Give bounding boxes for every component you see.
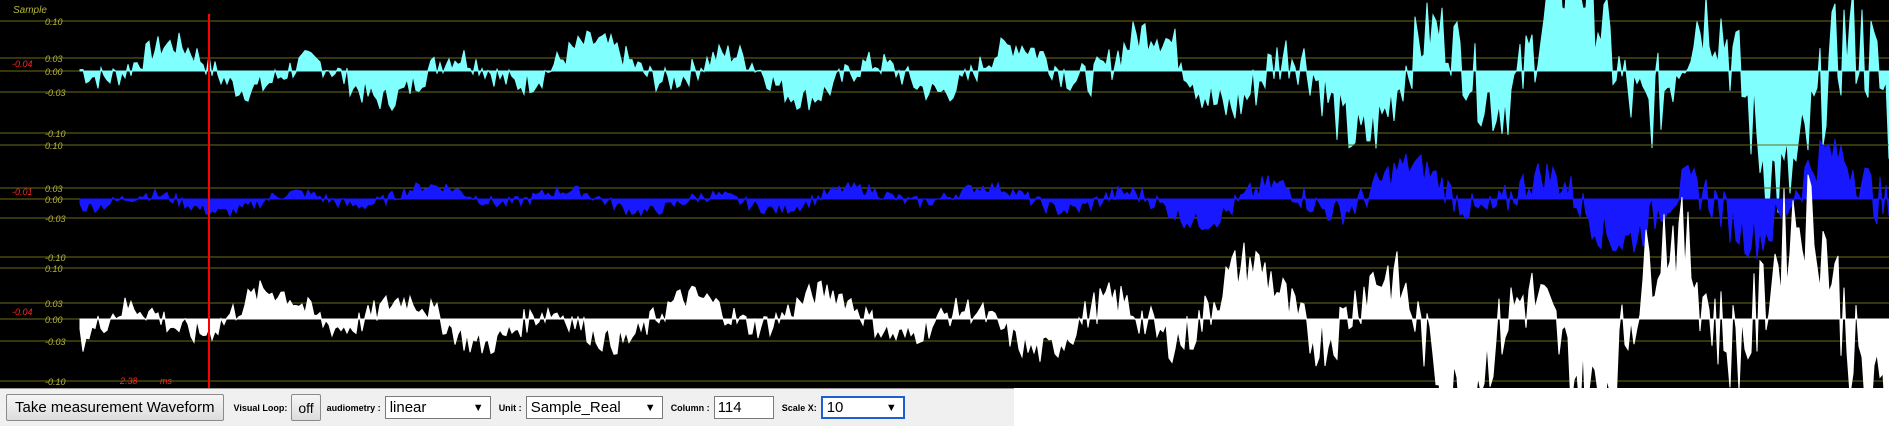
axis-tick-label: -0.10	[45, 129, 66, 139]
channel-value-label: -0.04	[12, 59, 33, 69]
waveform-channel-2	[80, 139, 1889, 259]
sample-label: Sample	[13, 5, 47, 16]
axis-tick-label: -0.10	[45, 253, 66, 263]
axis-tick-label: 0.03	[45, 184, 63, 194]
time-readout-unit: ms	[160, 376, 172, 386]
scale-x-label: Scale X:	[782, 403, 817, 413]
axis-tick-label: 0.10	[45, 141, 63, 151]
empty-area	[1014, 388, 1889, 426]
axis-tick-label: 0.03	[45, 54, 63, 64]
waveform-display[interactable]: 0.10 0.03 0.00 -0.03 -0.10 -0.04 0.10 0.03 0.00-…	[0, 0, 1889, 388]
audiometry-select[interactable]: linear ▼	[385, 396, 491, 419]
unit-value: Sample_Real	[531, 399, 621, 416]
axis-tick-label: -0.10	[45, 377, 66, 387]
scale-x-value: 10	[827, 399, 844, 416]
axis-tick-label: -0.03	[45, 88, 66, 98]
axis-tick-label: 0.10	[45, 17, 63, 27]
scale-x-select[interactable]: 10 ▼	[821, 396, 905, 419]
chevron-down-icon: ▼	[645, 402, 656, 414]
chevron-down-icon: ▼	[473, 402, 484, 414]
axis-tick-label: 0.00	[45, 195, 63, 205]
axis-tick-label: -0.03	[45, 337, 66, 347]
visual-loop-label: Visual Loop:	[234, 403, 288, 413]
axis-tick-label: 0.00	[45, 315, 63, 325]
audiometry-label: audiometry :	[327, 403, 381, 413]
axis-tick-label: -0.03	[45, 214, 66, 224]
column-label: Column :	[671, 403, 710, 413]
unit-select[interactable]: Sample_Real ▼	[526, 396, 663, 419]
axis-tick-label: 0.10	[45, 264, 63, 274]
waveform-channel-1	[80, 0, 1889, 213]
axis-tick-label: 0.00	[45, 67, 63, 77]
visual-loop-toggle[interactable]: off	[291, 394, 320, 421]
chevron-down-icon: ▼	[886, 402, 897, 414]
channel-value-label: -0.04	[12, 307, 33, 317]
toolbar: Take measurement Waveform Visual Loop: o…	[0, 388, 1014, 426]
unit-label: Unit :	[499, 403, 522, 413]
audiometry-value: linear	[390, 399, 427, 416]
time-readout-value: 2.38	[119, 376, 138, 386]
column-input[interactable]	[714, 396, 774, 419]
take-measurement-button[interactable]: Take measurement Waveform	[6, 394, 224, 421]
axis-tick-label: 0.03	[45, 299, 63, 309]
channel-value-label: -0.01	[12, 187, 33, 197]
